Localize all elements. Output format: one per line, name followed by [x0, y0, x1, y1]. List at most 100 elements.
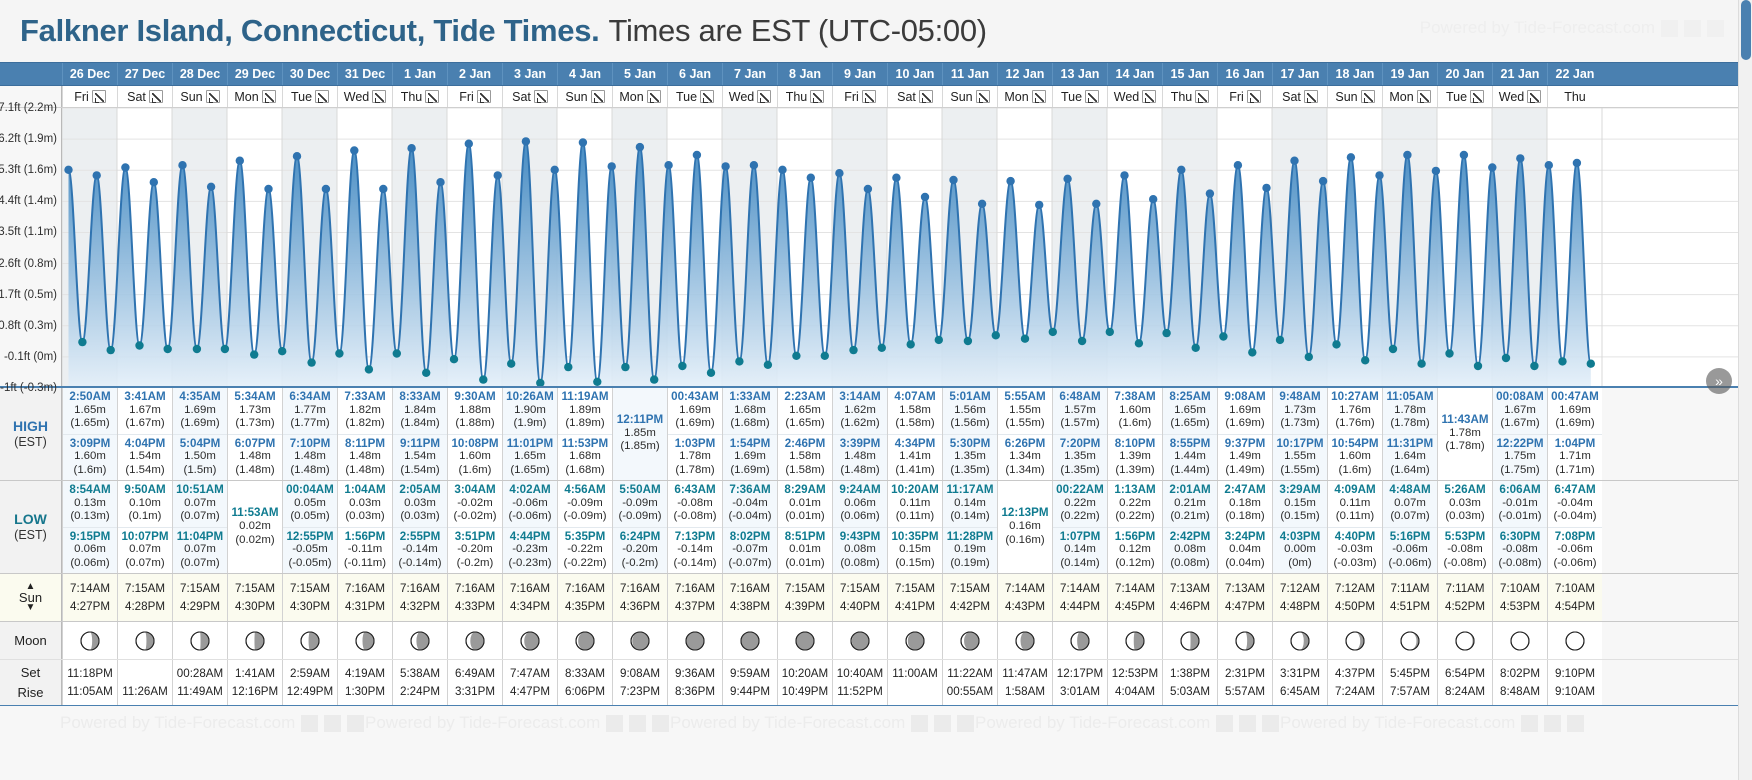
date-header-cell[interactable]: 26 Dec: [62, 63, 117, 85]
expand-day-icon[interactable]: [861, 90, 876, 103]
date-header-cell[interactable]: 27 Dec: [117, 63, 172, 85]
expand-day-icon[interactable]: [1416, 90, 1431, 103]
moon-set-time: 6:54PM: [1445, 667, 1485, 681]
date-header-cell[interactable]: 22 Jan: [1547, 63, 1602, 85]
date-header-cell[interactable]: 16 Jan: [1217, 63, 1272, 85]
tide-column: 7:36AM -0.04m (-0.04m) 8:02PM -0.07m (-0.07m): [722, 481, 777, 574]
expand-day-icon[interactable]: [261, 90, 276, 103]
date-header-cell[interactable]: 2 Jan: [447, 63, 502, 85]
low-tide-marker: [1134, 339, 1144, 348]
date-header-cell[interactable]: 20 Jan: [1437, 63, 1492, 85]
footer-watermark-strip: Powered by Tide-Forecast.com Powered by T…: [0, 706, 1752, 741]
expand-day-icon[interactable]: [590, 90, 605, 103]
low-tide-marker: [792, 351, 801, 360]
high-tide-marker: [235, 156, 244, 165]
date-header-cell[interactable]: 31 Dec: [337, 63, 392, 85]
expand-day-icon[interactable]: [372, 90, 387, 103]
tide-time: 7:36AM: [729, 483, 771, 497]
date-header-cell[interactable]: 15 Jan: [1162, 63, 1217, 85]
moon-phase-icon: [190, 631, 210, 651]
expand-day-icon[interactable]: [148, 90, 163, 103]
chart-y-tick-label: 6.2ft (1.9m): [0, 133, 57, 146]
expand-day-icon[interactable]: [205, 90, 220, 103]
tide-height-primary: 1.77m: [294, 403, 326, 416]
expand-day-icon[interactable]: [975, 90, 990, 103]
date-header-cell[interactable]: 1 Jan: [392, 63, 447, 85]
refresh-icon: [1684, 19, 1701, 37]
expand-day-icon[interactable]: [646, 90, 661, 103]
expand-day-icon[interactable]: [757, 90, 772, 103]
sun-cell: 7:14AM 4:27PM: [62, 574, 117, 622]
date-header-cell[interactable]: 4 Jan: [557, 63, 612, 85]
high-tide-marker: [607, 162, 616, 171]
tide-time: 10:35PM: [891, 529, 939, 543]
tide-time: 12:22PM: [1496, 436, 1544, 450]
expand-day-icon[interactable]: [1246, 90, 1261, 103]
expand-day-icon[interactable]: [1360, 90, 1375, 103]
expand-day-icon[interactable]: [1470, 90, 1485, 103]
date-header-cell[interactable]: 8 Jan: [777, 63, 832, 85]
tide-height-primary: 1.65m: [789, 403, 821, 416]
tide-time: 11:05AM: [1386, 390, 1434, 403]
tide-time: 9:48AM: [1279, 390, 1321, 403]
date-header-cell[interactable]: 29 Dec: [227, 63, 282, 85]
tide-column: 2:47AM 0.18m (0.18m) 3:24PM 0.04m (0.04m): [1217, 481, 1272, 574]
scroll-right-indicator[interactable]: »: [1706, 368, 1732, 394]
moon-rise-time: 7:23PM: [620, 685, 660, 699]
low-tide-marker: [422, 368, 431, 377]
tide-height-primary: 1.55m: [1284, 450, 1316, 463]
sunrise-time: 7:16AM: [510, 582, 550, 596]
vertical-scrollbar[interactable]: [1738, 0, 1752, 780]
date-header-cell[interactable]: 11 Jan: [942, 63, 997, 85]
tide-height-primary: 1.58m: [789, 450, 821, 463]
tide-height-secondary: (0.04m): [1225, 556, 1265, 569]
low-tide-entry: 10:51AM 0.07m (0.07m): [173, 481, 227, 527]
tide-time: 5:01AM: [949, 390, 991, 403]
moon-set-time: 1:41AM: [235, 667, 275, 681]
expand-day-icon[interactable]: [1142, 90, 1157, 103]
date-header-cell[interactable]: 6 Jan: [667, 63, 722, 85]
date-header-cell[interactable]: 12 Jan: [997, 63, 1052, 85]
scrollbar-thumb[interactable]: [1741, 0, 1751, 60]
expand-day-icon[interactable]: [810, 90, 825, 103]
low-tide-entry: 4:09AM 0.11m (0.11m): [1328, 481, 1382, 527]
high-tide-entry: 1:04PM 1.71m (1.71m): [1548, 433, 1602, 481]
tide-column: 4:09AM 0.11m (0.11m) 4:40PM -0.03m (-0.03m): [1327, 481, 1382, 574]
date-header-cell[interactable]: 13 Jan: [1052, 63, 1107, 85]
expand-day-icon[interactable]: [918, 90, 933, 103]
date-header-cell[interactable]: 28 Dec: [172, 63, 227, 85]
expand-day-icon[interactable]: [425, 90, 440, 103]
date-header-cell[interactable]: 9 Jan: [832, 63, 887, 85]
moon-set-rise-cell: 9:59AM 9:44PM: [722, 660, 777, 706]
date-header-cell[interactable]: 18 Jan: [1327, 63, 1382, 85]
date-header-cell[interactable]: 17 Jan: [1272, 63, 1327, 85]
low-tide-marker: [1020, 334, 1030, 343]
expand-day-icon[interactable]: [1303, 90, 1318, 103]
date-header-cell[interactable]: 5 Jan: [612, 63, 667, 85]
expand-day-icon[interactable]: [1085, 90, 1100, 103]
date-header-cell[interactable]: 14 Jan: [1107, 63, 1162, 85]
tide-time: 11:04PM: [176, 529, 224, 543]
expand-day-icon[interactable]: [533, 90, 548, 103]
expand-day-icon[interactable]: [315, 90, 330, 103]
date-header-cell[interactable]: 30 Dec: [282, 63, 337, 85]
expand-day-icon[interactable]: [91, 90, 106, 103]
expand-day-icon[interactable]: [476, 90, 491, 103]
date-header-cell[interactable]: 10 Jan: [887, 63, 942, 85]
high-tide-entry: 7:10PM 1.48m (1.48m): [283, 433, 337, 481]
expand-day-icon[interactable]: [700, 90, 715, 103]
date-header-cell[interactable]: 19 Jan: [1382, 63, 1437, 85]
date-header-cell[interactable]: 7 Jan: [722, 63, 777, 85]
day-of-week-label: Sat: [1282, 89, 1301, 104]
date-header-cell[interactable]: 21 Jan: [1492, 63, 1547, 85]
moon-set-time: [143, 667, 146, 680]
high-tide-marker: [949, 175, 958, 185]
expand-day-icon[interactable]: [1527, 90, 1542, 103]
low-tide-entry: 1:56PM -0.11m (-0.11m): [338, 526, 392, 574]
sun-cell: 7:16AM 4:35PM: [557, 574, 612, 622]
date-header-cell[interactable]: 3 Jan: [502, 63, 557, 85]
moon-set-rise-cell: 6:54PM 8:24AM: [1437, 660, 1492, 706]
expand-day-icon[interactable]: [1195, 90, 1210, 103]
expand-day-icon[interactable]: [1031, 90, 1046, 103]
low-tide-entry: 7:08PM -0.06m (-0.06m): [1548, 526, 1602, 574]
